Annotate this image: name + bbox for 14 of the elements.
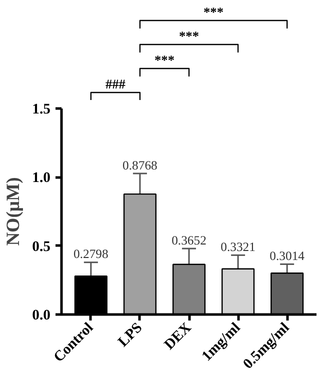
text: *** [154,52,175,68]
y-axis-title: NO(μM) [3,177,24,246]
text: *** [179,28,200,44]
data-label: 0.3321 [220,240,256,254]
text: ### [105,76,126,92]
data-label: 0.2798 [74,247,108,262]
data-label: 0.8768 [122,158,158,172]
y-tick-label: 0.5 [32,238,51,255]
y-tick-label: 1.5 [32,102,51,118]
data-label: 0.3014 [270,249,306,264]
text: *** [204,4,224,20]
y-tick-label: 0.0 [32,308,51,324]
data-label: 0.3652 [172,233,206,248]
y-tick-label: 1.0 [32,170,51,186]
